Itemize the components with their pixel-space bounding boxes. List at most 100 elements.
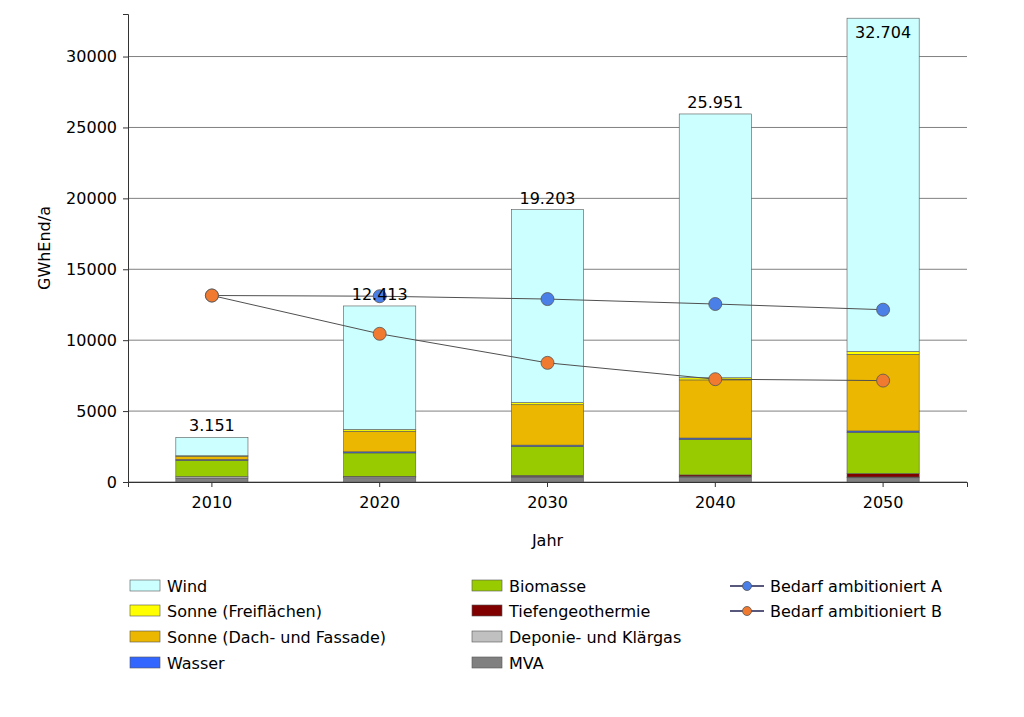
bar-segment (511, 477, 583, 482)
tick-mark (211, 482, 212, 487)
bar-segment (847, 473, 919, 477)
data-label: 12.413 (352, 285, 408, 304)
tick-label: 10000 (66, 331, 117, 350)
tick: 2020 (359, 482, 400, 512)
plot-area (176, 18, 919, 482)
tick-label: 2030 (527, 493, 568, 512)
data-label: 25.951 (687, 93, 743, 112)
x-axis-title: Jahr (531, 531, 564, 550)
tick: 20000 (66, 189, 128, 208)
grid-line (128, 56, 967, 57)
data-label: 32.704 (855, 23, 911, 42)
marker (205, 289, 218, 302)
tick-label: 15000 (66, 260, 117, 279)
tick-mark (123, 482, 128, 483)
bar-segment (511, 403, 583, 405)
legend-swatch (130, 580, 160, 591)
tick-label: 2040 (695, 493, 736, 512)
bar-segment (176, 460, 248, 476)
legend-swatch (472, 631, 502, 642)
bar-segment (679, 477, 751, 482)
marker (709, 298, 722, 311)
tick: 10000 (66, 331, 128, 350)
bar-segment (847, 354, 919, 431)
tick-label: 5000 (76, 402, 117, 421)
tick-label: 2020 (359, 493, 400, 512)
bar-segment (511, 476, 583, 478)
legend-marker (743, 582, 752, 591)
tick-label: 20000 (66, 189, 117, 208)
bar-segment (344, 306, 416, 430)
legend-label: Wasser (167, 654, 225, 673)
tick-mark (883, 482, 884, 487)
legend-label: MVA (509, 654, 544, 673)
marker (373, 327, 386, 340)
tick-label: 2050 (863, 493, 904, 512)
tick-mark (123, 198, 128, 199)
bar-segment (511, 210, 583, 403)
legend-swatch (472, 657, 502, 668)
y-axis: 0 5000 10000 15000 20000 25000 30000 (66, 15, 128, 492)
tick: 2010 (192, 482, 233, 512)
tick-mark (123, 411, 128, 412)
line (212, 296, 883, 381)
marker (709, 373, 722, 386)
tick-label: 0 (107, 473, 117, 492)
tick-label: 30000 (66, 47, 117, 66)
marker (205, 289, 218, 302)
marker (541, 356, 554, 369)
tick-label: 2010 (192, 493, 233, 512)
tick-mark (123, 269, 128, 270)
bar-segment (679, 114, 751, 378)
bar-segment (176, 456, 248, 459)
data-label: 3.151 (189, 416, 235, 435)
legend-label: Deponie- und Klärgas (509, 628, 681, 647)
bar-segment (176, 478, 248, 482)
marker (877, 303, 890, 316)
marker (541, 293, 554, 306)
legend-swatch (472, 580, 502, 591)
tick: 2050 (863, 482, 904, 512)
legend-label: Wind (167, 577, 207, 596)
legend-swatch (130, 631, 160, 642)
x-axis: 2010 2020 2030 2040 2050 (129, 482, 968, 512)
bar-segment (511, 446, 583, 475)
legend-label: Bedarf ambitioniert A (770, 577, 942, 596)
axis-line (123, 15, 129, 483)
bar-segment (344, 477, 416, 478)
data-label: 19.203 (520, 189, 576, 208)
tick-label: 25000 (66, 118, 117, 137)
bar-segment (176, 437, 248, 455)
bar-segment (344, 478, 416, 482)
bar-segment (679, 439, 751, 474)
legend-label: Sonne (Dach- und Fassade) (167, 628, 386, 647)
tick: 30000 (66, 47, 128, 66)
legend-label: Sonne (Freiflächen) (167, 602, 322, 621)
bar-segment (847, 432, 919, 473)
bar-segment (511, 405, 583, 445)
total-labels: 3.151 12.413 19.203 25.951 32.704 (189, 23, 911, 435)
legend-marker (743, 607, 752, 616)
tick: 0 (107, 473, 128, 492)
bar-segment (344, 431, 416, 452)
legend-label: Tiefengeothermie (508, 602, 650, 621)
bar-segment (847, 352, 919, 355)
marker (877, 374, 890, 387)
legend-swatch (130, 657, 160, 668)
legend-swatch (130, 605, 160, 616)
grid-line (128, 127, 967, 128)
bar-segment (679, 380, 751, 438)
tick-mark (123, 127, 128, 128)
bar-segment (847, 478, 919, 482)
tick: 15000 (66, 260, 128, 279)
tick-mark (547, 482, 548, 487)
bar-segment (344, 453, 416, 476)
legend-swatch (472, 605, 502, 616)
bar-segment (679, 476, 751, 478)
legend-label: Bedarf ambitioniert B (770, 602, 942, 621)
grid (128, 57, 967, 482)
legend-label: Biomasse (509, 577, 586, 596)
y-axis-title: GWhEnd/a (35, 206, 54, 290)
bar-segment (847, 18, 919, 351)
axis-line (129, 483, 968, 488)
